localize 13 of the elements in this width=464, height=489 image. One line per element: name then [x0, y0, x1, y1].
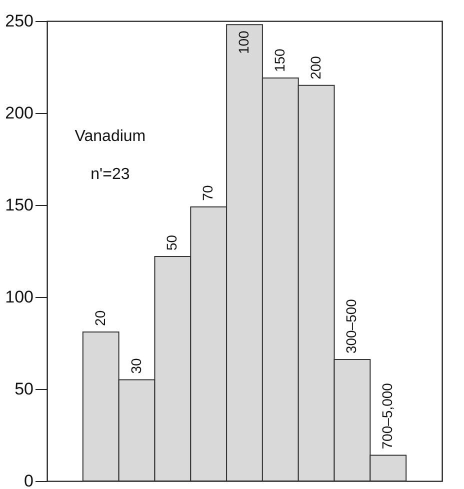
y-tick-label: 250	[5, 12, 34, 30]
annotation: Vanadium	[74, 128, 146, 145]
x-tick-label: 20	[92, 310, 108, 326]
y-tick-label: 200	[5, 104, 34, 122]
x-tick-label: 30	[128, 358, 144, 374]
x-tick-label: 700–5,000	[379, 382, 396, 450]
annotation: n'=23	[90, 166, 130, 183]
y-tick-label: 50	[14, 380, 34, 398]
y-tick-label: 150	[5, 196, 34, 214]
x-tick-label: 70	[200, 185, 216, 201]
x-tick-label: 300–500	[343, 298, 360, 354]
y-tick-label: 0	[24, 472, 34, 489]
y-tick-label: 100	[5, 288, 34, 306]
